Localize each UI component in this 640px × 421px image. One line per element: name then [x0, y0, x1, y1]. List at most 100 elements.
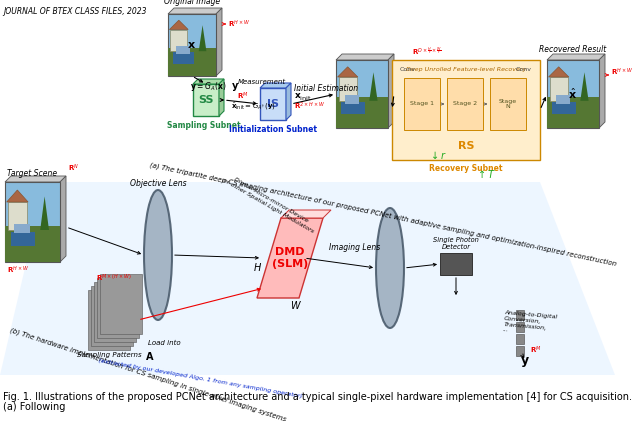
Bar: [100, 274, 142, 334]
Text: H: H: [253, 263, 261, 273]
Polygon shape: [0, 182, 615, 375]
Polygon shape: [286, 83, 291, 120]
Polygon shape: [170, 20, 188, 29]
Text: $\hat{\mathbf{x}}_\mathrm{init}$: $\hat{\mathbf{x}}_\mathrm{init}$: [294, 89, 312, 103]
Polygon shape: [6, 190, 28, 202]
Polygon shape: [548, 67, 569, 77]
Bar: [94, 282, 136, 342]
Text: Load into: Load into: [148, 340, 180, 346]
Text: $\downarrow r$: $\downarrow r$: [429, 149, 447, 160]
Bar: [516, 310, 524, 320]
Bar: [556, 96, 570, 104]
Text: (a) The tripartite deep CS imaging architecture of our proposed PCNet with adapt: (a) The tripartite deep CS imaging archi…: [149, 162, 618, 267]
Ellipse shape: [376, 208, 404, 328]
Bar: [341, 102, 365, 115]
Text: $\hat{\mathbf{x}}$: $\hat{\mathbf{x}}$: [568, 87, 577, 101]
Polygon shape: [216, 8, 222, 76]
Text: $\mathbf{R}^{H\times W}$: $\mathbf{R}^{H\times W}$: [7, 264, 29, 276]
Polygon shape: [198, 25, 206, 51]
Polygon shape: [388, 54, 394, 128]
Polygon shape: [369, 72, 378, 101]
Text: IS: IS: [267, 99, 279, 109]
Bar: [516, 322, 524, 332]
Text: Measurement: Measurement: [238, 79, 286, 85]
Text: $\uparrow T$: $\uparrow T$: [476, 168, 496, 180]
Text: $\mathbf{R}^{2\times H\times W}$: $\mathbf{R}^{2\times H\times W}$: [294, 100, 325, 112]
Text: $\mathbf{R}^{H\times W}$: $\mathbf{R}^{H\times W}$: [611, 67, 633, 77]
Text: Target Scene: Target Scene: [8, 168, 58, 178]
Polygon shape: [336, 54, 394, 60]
Polygon shape: [580, 72, 589, 101]
Text: $\hat{\mathbf{x}}_\mathrm{init}=G_{A^\dagger}(\mathbf{y})$: $\hat{\mathbf{x}}_\mathrm{init}=G_{A^\da…: [231, 100, 276, 112]
Bar: [516, 334, 524, 344]
Text: $\mathbf{R}^{M\times(H\times W)}$: $\mathbf{R}^{M\times(H\times W)}$: [96, 272, 132, 284]
Text: JOURNAL OF BTEX CLASS FILES, 2023: JOURNAL OF BTEX CLASS FILES, 2023: [3, 7, 147, 16]
Text: (b) The hardware implementation for CS sampling in single-pixel imaging systems: (b) The hardware implementation for CS s…: [9, 327, 287, 421]
Bar: [404, 78, 440, 130]
Bar: [547, 97, 599, 128]
Bar: [10, 232, 35, 246]
Bar: [336, 60, 388, 128]
Bar: [168, 14, 216, 76]
Polygon shape: [547, 54, 605, 60]
Text: $\mathbf{y}$: $\mathbf{y}$: [231, 81, 239, 93]
Polygon shape: [337, 67, 358, 77]
Text: DMD
(SLM): DMD (SLM): [272, 247, 308, 269]
Bar: [193, 84, 219, 116]
Polygon shape: [599, 54, 605, 128]
Polygon shape: [219, 79, 224, 116]
Ellipse shape: [144, 190, 172, 320]
Bar: [8, 202, 27, 230]
Text: Recovery Subnet: Recovery Subnet: [429, 164, 503, 173]
Bar: [173, 53, 195, 64]
Bar: [336, 97, 388, 128]
Bar: [5, 226, 60, 262]
Text: Stage 2: Stage 2: [453, 101, 477, 107]
Bar: [552, 102, 575, 115]
Bar: [14, 224, 29, 233]
Bar: [170, 29, 187, 51]
Text: Digital Micro-mirror Device
or other Spatial Light Modulators: Digital Micro-mirror Device or other Spa…: [222, 172, 317, 234]
Polygon shape: [193, 79, 224, 84]
Text: $\mathbf{x}$: $\mathbf{x}$: [188, 40, 196, 50]
Polygon shape: [60, 176, 66, 262]
Text: $\mathbf{R}^M$: $\mathbf{R}^M$: [530, 344, 541, 356]
Bar: [176, 46, 189, 54]
Text: Conv: Conv: [400, 67, 416, 72]
Bar: [88, 290, 130, 350]
Text: $\mathbf{y}$: $\mathbf{y}$: [520, 355, 530, 369]
Text: Imaging Lens: Imaging Lens: [329, 243, 380, 253]
Text: Recovered Result: Recovered Result: [540, 45, 607, 54]
Bar: [440, 253, 472, 275]
Bar: [168, 48, 216, 76]
Polygon shape: [281, 210, 331, 218]
Text: Sampling Patterns: Sampling Patterns: [77, 352, 141, 358]
Text: Stage
N: Stage N: [499, 99, 517, 109]
Bar: [392, 60, 540, 160]
Text: Fig. 1. Illustrations of the proposed PCNet architecture and a typical single-pi: Fig. 1. Illustrations of the proposed PC…: [3, 392, 635, 402]
Bar: [447, 78, 483, 130]
Text: $\mathbf{R}^N$: $\mathbf{R}^N$: [68, 163, 79, 173]
Text: Sampling Subnet: Sampling Subnet: [167, 121, 241, 130]
Text: (extracted by our developed Algo. 1 from any sampling operator): (extracted by our developed Algo. 1 from…: [98, 358, 302, 399]
Bar: [516, 346, 524, 356]
Text: Initialization Subnet: Initialization Subnet: [229, 125, 317, 134]
Bar: [547, 60, 599, 128]
Bar: [345, 96, 360, 104]
Text: $\mathbf{y}=G_A(\mathbf{x})$: $\mathbf{y}=G_A(\mathbf{x})$: [190, 80, 227, 93]
Polygon shape: [5, 176, 66, 182]
Text: Single Photon: Single Photon: [433, 237, 479, 243]
Polygon shape: [40, 197, 49, 230]
Text: Original Image: Original Image: [164, 0, 220, 6]
Text: Objective Lens: Objective Lens: [130, 179, 186, 187]
Text: $\mathbf{A}$: $\mathbf{A}$: [145, 350, 154, 362]
Text: RS: RS: [458, 141, 474, 151]
Text: Analog-to-Digital
Conversion,
Transmission,
...: Analog-to-Digital Conversion, Transmissi…: [503, 310, 558, 337]
Polygon shape: [257, 218, 323, 298]
Bar: [260, 88, 286, 120]
Text: Stage 1: Stage 1: [410, 101, 434, 107]
Text: Initial Estimation: Initial Estimation: [294, 84, 358, 93]
Bar: [97, 278, 139, 338]
Text: Detector: Detector: [442, 244, 470, 250]
Text: W: W: [290, 301, 300, 311]
